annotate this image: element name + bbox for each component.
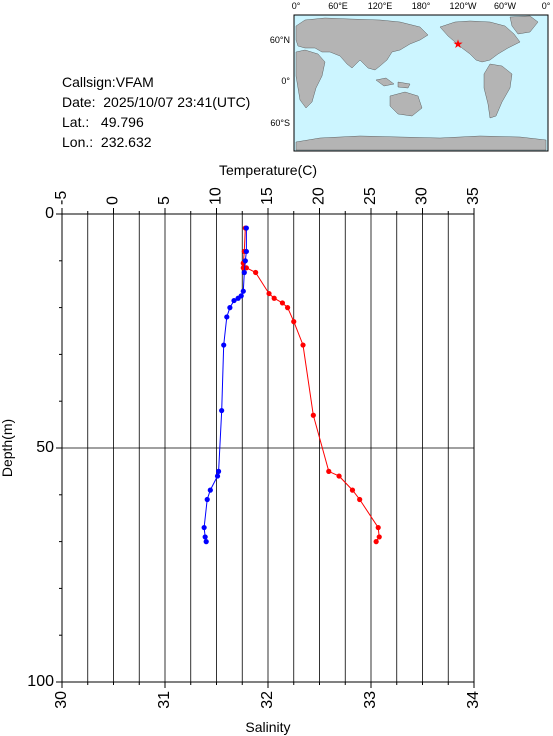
chart-series [201,225,382,545]
temperature-point [279,300,286,306]
salinity-point [201,524,207,531]
temperature-tick-label: 25 [362,187,379,205]
salinity-point [235,295,241,301]
map-lon-label: 120°W [449,1,477,11]
temperature-axis: -5 0 5 10 15 20 25 30 35 [53,187,482,214]
callsign-row: Callsign:VFAM [62,72,250,92]
map-lat-label: 60°N [270,35,290,45]
salinity-point [224,314,230,320]
salinity-point [231,297,237,304]
temperature-tick-label: 15 [259,187,276,205]
depth-axis-label: Depth(m) [0,419,15,477]
temperature-tick-label: 10 [208,187,225,205]
map-lat-label: 60°S [270,118,290,128]
callsign-label: Callsign: [62,74,116,90]
salinity-axis-label: Salinity [245,719,290,735]
map-lon-label: 60°W [494,1,517,11]
lon-row: Lon.: 232.632 [62,132,250,152]
depth-tick-label: 0 [45,205,54,222]
lon-label: Lon.: [62,134,94,150]
date-value: 2025/10/07 23:41(UTC) [103,94,251,110]
lat-label: Lat.: [62,114,90,130]
temperature-point [326,468,332,474]
temperature-point [266,290,272,297]
map-land [295,15,547,151]
map-lon-label: 60°E [328,1,348,11]
temperature-point [349,487,356,493]
salinity-point [215,468,222,474]
salinity-point [241,269,247,276]
salinity-tick-label: 31 [156,691,173,709]
temperature-point [336,473,342,479]
map-lon-label: 180° [412,1,431,11]
temperature-point [310,412,316,418]
salinity-point [240,288,246,294]
temperature-tick-label: 5 [156,196,173,205]
station-info: Callsign:VFAM Date: 2025/10/07 23:41(UTC… [62,72,250,152]
salinity-point [227,305,233,311]
temperature-tick-label: 0 [105,196,122,205]
temperature-point [284,305,291,311]
map-lon-label: 0° [542,1,551,11]
station-marker-icon: ★ [453,37,464,51]
location-map: 0° 60°E 120°E 180° 120°W 60°W 0° 60°N 0°… [270,1,551,152]
salinity-tick-label: 30 [53,691,70,709]
chart-grid [62,214,474,682]
salinity-point [243,225,249,231]
map-lon-label: 120°E [368,1,393,11]
temperature-axis-label: Temperature(C) [219,162,317,178]
salinity-axis: 30 31 32 33 34 [53,682,482,709]
salinity-tick-label: 33 [362,691,379,709]
temperature-point [376,534,382,540]
depth-tick-label: 50 [36,439,54,456]
date-row: Date: 2025/10/07 23:41(UTC) [62,92,250,112]
salinity-point [207,487,213,493]
temperature-point [291,319,297,325]
temperature-point [375,524,381,531]
temperature-point [357,496,363,503]
salinity-point [214,473,221,479]
temperature-tick-label: 35 [465,187,482,205]
salinity-point [219,407,225,414]
salinity-point [204,496,210,503]
depth-tick-label: 100 [27,673,54,690]
map-lat-label: 0° [281,76,290,86]
lat-row: Lat.: 49.796 [62,112,250,132]
date-label: Date: [62,94,96,110]
temperature-point [253,269,259,276]
salinity-tick-label: 32 [259,691,276,709]
lon-value: 232.632 [100,134,152,150]
salinity-point [243,248,249,255]
map-lon-labels: 0° 60°E 120°E 180° 120°W 60°W 0° [292,1,551,11]
callsign-value: VFAM [115,74,154,90]
temperature-point [373,539,379,545]
temperature-line [242,227,380,542]
depth-axis: 0 50 100 [27,205,62,690]
lat-value: 49.796 [100,114,144,130]
salinity-point [242,258,248,264]
temperature-point [271,295,277,301]
salinity-tick-label: 34 [465,691,482,709]
salinity-point [202,534,208,540]
map-lon-label: 0° [292,1,301,11]
salinity-point [221,342,227,348]
salinity-point [203,539,209,545]
temperature-tick-label: -5 [53,191,70,205]
temperature-tick-label: 20 [311,187,328,205]
salinity-line [203,228,247,542]
temperature-point [300,342,306,348]
map-lat-labels: 60°N 0° 60°S [270,35,291,128]
temperature-tick-label: 30 [414,187,431,205]
